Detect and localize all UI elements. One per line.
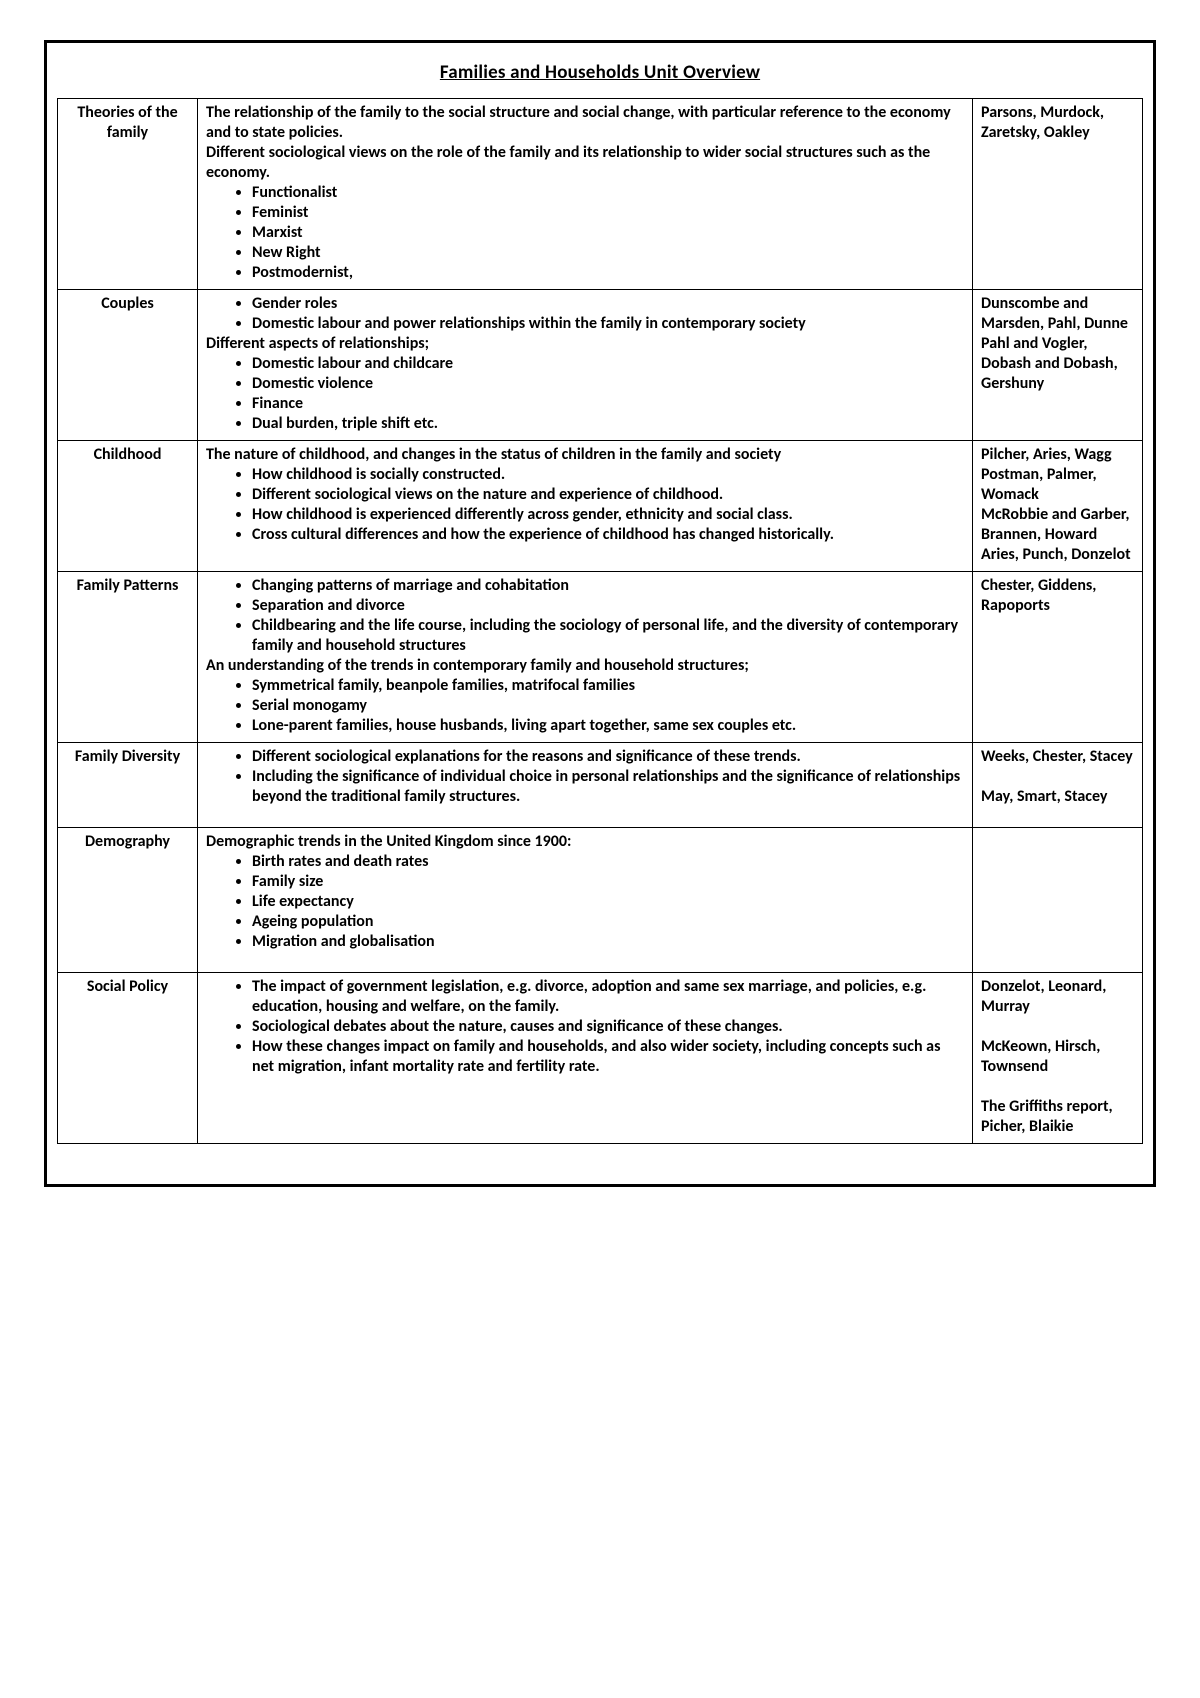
bullet-item: New Right	[252, 243, 964, 263]
page-border: Families and Households Unit Overview Th…	[44, 40, 1156, 1187]
description-cell: The impact of government legislation, e.…	[198, 973, 973, 1144]
names-cell: Dunscombe and Marsden, Pahl, Dunne Pahl …	[973, 290, 1143, 441]
bullet-item: Postmodernist,	[252, 263, 964, 283]
spacer	[206, 1077, 964, 1091]
bullet-item: Family size	[252, 872, 964, 892]
description-cell: The nature of childhood, and changes in …	[198, 441, 973, 572]
description-cell: Changing patterns of marriage and cohabi…	[198, 572, 973, 743]
names-text: Dunscombe and Marsden, Pahl, Dunne Pahl …	[981, 294, 1134, 394]
topic-cell: Childhood	[58, 441, 198, 572]
bullet-list: Gender rolesDomestic labour and power re…	[206, 294, 964, 334]
bullet-item: Separation and divorce	[252, 596, 964, 616]
names-text: Donzelot, Leonard, Murray McKeown, Hirsc…	[981, 977, 1134, 1137]
description-cell: Demographic trends in the United Kingdom…	[198, 828, 973, 973]
names-cell	[973, 828, 1143, 973]
description-cell: Different sociological explanations for …	[198, 743, 973, 828]
topic-cell: Social Policy	[58, 973, 198, 1144]
names-text: Weeks, Chester, Stacey May, Smart, Stace…	[981, 747, 1134, 807]
page: Families and Households Unit Overview Th…	[0, 0, 1200, 1698]
table-row: Family Patterns Changing patterns of marr…	[58, 572, 1143, 743]
bullet-list: FunctionalistFeministMarxistNew RightPos…	[206, 183, 964, 283]
topic-cell: Family Diversity	[58, 743, 198, 828]
table-row: Demography Demographic trends in the Unit…	[58, 828, 1143, 973]
bullet-item: Childbearing and the life course, includ…	[252, 616, 964, 656]
names-cell: Donzelot, Leonard, Murray McKeown, Hirsc…	[973, 973, 1143, 1144]
bullet-item: Changing patterns of marriage and cohabi…	[252, 576, 964, 596]
bullet-item: Feminist	[252, 203, 964, 223]
bullet-list: Domestic labour and childcareDomestic vi…	[206, 354, 964, 434]
bullet-item: How childhood is experienced differently…	[252, 505, 964, 525]
overview-table-body: Theories of the familyThe relationship o…	[58, 99, 1143, 1144]
names-cell: Pilcher, Aries, Wagg Postman, Palmer, Wo…	[973, 441, 1143, 572]
bullet-list: How childhood is socially constructed.Di…	[206, 465, 964, 545]
paragraph: The relationship of the family to the so…	[206, 103, 964, 143]
bullet-list: Different sociological explanations for …	[206, 747, 964, 807]
bullet-item: Finance	[252, 394, 964, 414]
bullet-item: Sociological debates about the nature, c…	[252, 1017, 964, 1037]
table-row: Theories of the familyThe relationship o…	[58, 99, 1143, 290]
paragraph: An understanding of the trends in contem…	[206, 656, 964, 676]
topic-cell: Theories of the family	[58, 99, 198, 290]
bullet-item: Lone-parent families, house husbands, li…	[252, 716, 964, 736]
names-text: Parsons, Murdock, Zaretsky, Oakley	[981, 103, 1134, 143]
paragraph: Different sociological views on the role…	[206, 143, 964, 183]
table-row: Childhood The nature of childhood, and ch…	[58, 441, 1143, 572]
bullet-item: Domestic labour and childcare	[252, 354, 964, 374]
table-row: CouplesGender rolesDomestic labour and p…	[58, 290, 1143, 441]
paragraph: Demographic trends in the United Kingdom…	[206, 832, 964, 852]
names-text: Pilcher, Aries, Wagg Postman, Palmer, Wo…	[981, 445, 1134, 565]
bullet-item: Dual burden, triple shift etc.	[252, 414, 964, 434]
names-cell: Chester, Giddens, Rapoports	[973, 572, 1143, 743]
bullet-item: How these changes impact on family and h…	[252, 1037, 964, 1077]
bullet-item: Including the significance of individual…	[252, 767, 964, 807]
names-cell: Weeks, Chester, Stacey May, Smart, Stace…	[973, 743, 1143, 828]
bullet-item: The impact of government legislation, e.…	[252, 977, 964, 1017]
bullet-item: Migration and globalisation	[252, 932, 964, 952]
bullet-item: Domestic labour and power relationships …	[252, 314, 964, 334]
bullet-item: Serial monogamy	[252, 696, 964, 716]
bullet-item: Functionalist	[252, 183, 964, 203]
names-cell: Parsons, Murdock, Zaretsky, Oakley	[973, 99, 1143, 290]
bullet-item: Domestic violence	[252, 374, 964, 394]
names-text: Chester, Giddens, Rapoports	[981, 576, 1134, 616]
topic-cell: Demography	[58, 828, 198, 973]
bullet-item: Different sociological explanations for …	[252, 747, 964, 767]
table-row: Social Policy The impact of government le…	[58, 973, 1143, 1144]
spacer	[206, 952, 964, 966]
bullet-list: Changing patterns of marriage and cohabi…	[206, 576, 964, 656]
bullet-item: Ageing population	[252, 912, 964, 932]
bullet-item: Birth rates and death rates	[252, 852, 964, 872]
spacer	[206, 807, 964, 821]
paragraph: Different aspects of relationships;	[206, 334, 964, 354]
topic-cell: Couples	[58, 290, 198, 441]
bullet-item: Different sociological views on the natu…	[252, 485, 964, 505]
bullet-list: The impact of government legislation, e.…	[206, 977, 964, 1077]
bullet-item: How childhood is socially constructed.	[252, 465, 964, 485]
table-row: Family Diversity Different sociological e…	[58, 743, 1143, 828]
bullet-list: Birth rates and death ratesFamily sizeLi…	[206, 852, 964, 952]
overview-table: Theories of the familyThe relationship o…	[57, 98, 1143, 1144]
bullet-item: Marxist	[252, 223, 964, 243]
topic-cell: Family Patterns	[58, 572, 198, 743]
bullet-item: Symmetrical family, beanpole families, m…	[252, 676, 964, 696]
bullet-item: Cross cultural differences and how the e…	[252, 525, 964, 545]
description-cell: The relationship of the family to the so…	[198, 99, 973, 290]
page-title: Families and Households Unit Overview	[57, 61, 1143, 84]
bullet-list: Symmetrical family, beanpole families, m…	[206, 676, 964, 736]
description-cell: Gender rolesDomestic labour and power re…	[198, 290, 973, 441]
bullet-item: Life expectancy	[252, 892, 964, 912]
paragraph: The nature of childhood, and changes in …	[206, 445, 964, 465]
bullet-item: Gender roles	[252, 294, 964, 314]
